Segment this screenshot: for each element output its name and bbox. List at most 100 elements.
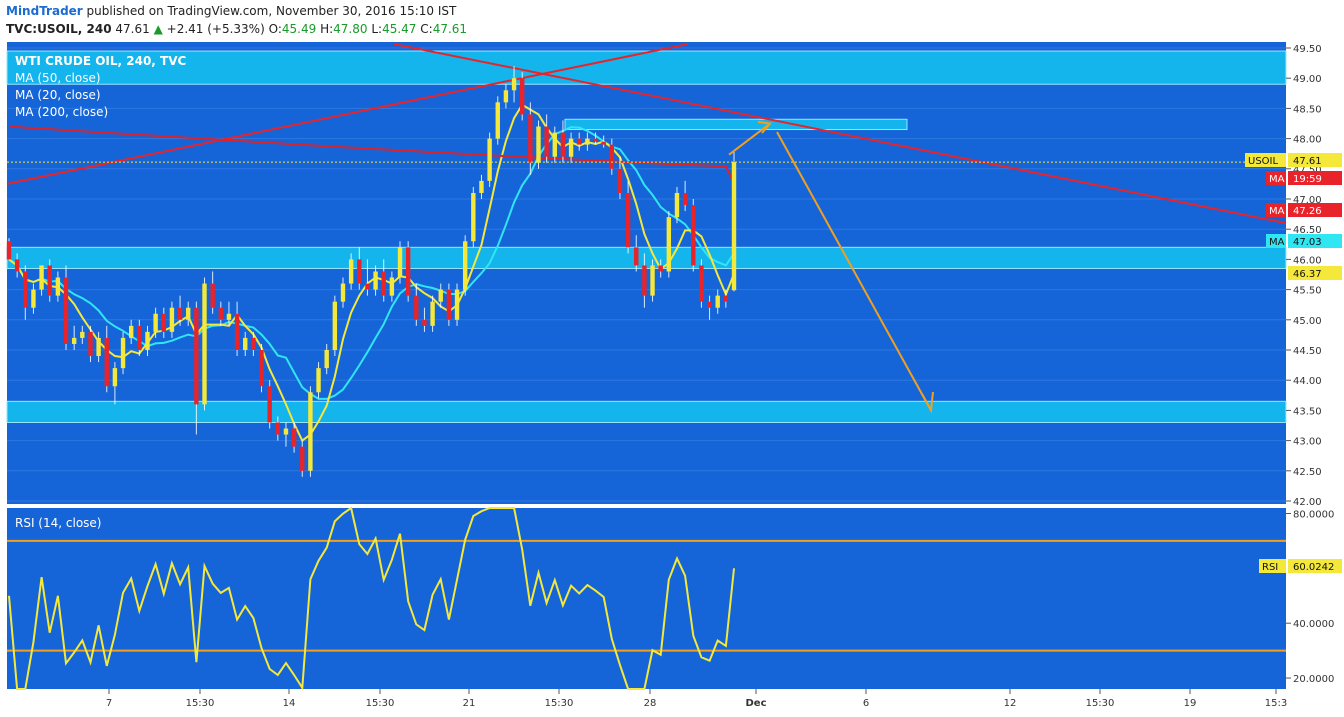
candle-bull [650, 265, 655, 296]
arrow-head [757, 121, 772, 134]
time-tick-label: 12 [1004, 698, 1017, 709]
candle-bull [332, 301, 338, 350]
candle-bear [291, 428, 297, 447]
legend: WTI CRUDE OIL, 240, TVC MA (50, close) M… [15, 54, 186, 530]
time-axis[interactable] [0, 689, 1344, 717]
candle-bear [47, 265, 52, 296]
time-tick-label: 15:30 [186, 698, 215, 709]
candle-bear [194, 307, 199, 405]
price-tick-label: 48.00 [1293, 135, 1322, 146]
projection-arrows [728, 121, 934, 414]
candle-bull [120, 337, 126, 369]
candle-bear [634, 247, 639, 266]
candle-bull [96, 337, 101, 357]
rsi-pane[interactable] [7, 508, 1286, 689]
low-value: 45.47 [382, 22, 417, 36]
sr-zone [6, 246, 1287, 269]
price-tick-label: 49.50 [1293, 44, 1322, 55]
countdown-badge: 19:59 [1293, 174, 1322, 185]
rsi-line [8, 506, 735, 691]
price-tick-label: 42.00 [1293, 497, 1322, 508]
time-tick-label: 21 [463, 698, 476, 709]
open-label: O: [268, 22, 282, 36]
candle-bull [373, 271, 378, 290]
candle-bear [6, 241, 12, 260]
time-tick-label: 6 [863, 698, 869, 709]
candle-bull [568, 138, 574, 157]
price-tick-label: 42.50 [1293, 467, 1322, 478]
candle-bear [251, 337, 256, 350]
high-label: H: [320, 22, 334, 36]
candle-bull [283, 428, 289, 435]
candle-bear [658, 265, 663, 272]
badge-label: MA [1269, 206, 1285, 217]
candle-bear [234, 313, 240, 350]
price-tick-label: 45.50 [1293, 286, 1322, 297]
candle-bear [560, 132, 566, 157]
price-tick-label: 44.50 [1293, 346, 1322, 357]
time-tick-label: 15:3 [1265, 698, 1287, 709]
axis-badges: USOIL 47.61 MA 19:59 MA 47.26 MA 47.03 46.37 RSI 6… [1245, 153, 1342, 573]
candle-bear [707, 301, 712, 308]
price-tick-label: 47.00 [1293, 195, 1322, 206]
high-value: 47.80 [333, 22, 368, 36]
legend-ma50[interactable]: MA (50, close) [15, 71, 101, 85]
candle-bull [552, 132, 557, 157]
candle-bear [63, 277, 69, 344]
badge-value-bg [1288, 559, 1342, 573]
rsi-tick-label: 20.0000 [1293, 674, 1334, 685]
candle-bear [601, 141, 606, 145]
candle-bear [528, 114, 533, 163]
candle-bull [31, 289, 36, 308]
candle-bear [357, 259, 362, 284]
candle-bull [324, 350, 329, 369]
legend-rsi[interactable]: RSI (14, close) [15, 516, 101, 530]
candle-bear [723, 295, 729, 302]
price-axis[interactable] [1286, 42, 1344, 689]
badge-value-bg [1288, 171, 1342, 185]
candle-bull [153, 313, 158, 332]
time-tick-label: 15:30 [1086, 698, 1115, 709]
last-price: 47.61 [115, 22, 150, 36]
resistance-box [564, 118, 908, 131]
candle-bull [674, 192, 680, 218]
badge-label-bg [1245, 153, 1286, 167]
ohlc-line: TVC:USOIL, 240 47.61 ▲ +2.41 (+5.33%) O:… [6, 22, 467, 36]
ma200-badge: 47.26 [1293, 206, 1322, 217]
candle-bull [39, 265, 44, 290]
time-tick-label: Dec [745, 698, 766, 709]
candle-bull [462, 241, 468, 290]
candle-bear [88, 331, 93, 357]
time-tick-label: 7 [106, 698, 112, 709]
legend-ma20[interactable]: MA (20, close) [15, 88, 101, 102]
price-tick-label: 43.50 [1293, 406, 1322, 417]
publish-line: MindTrader published on TradingView.com,… [6, 4, 456, 18]
author-link[interactable]: MindTrader [6, 4, 83, 18]
candle-bull [389, 277, 395, 296]
price-tick-label: 49.00 [1293, 74, 1322, 85]
candle-bull [316, 368, 321, 393]
candle-bull [438, 289, 443, 302]
candle-bear [161, 313, 166, 332]
badge-value-bg [1288, 266, 1342, 280]
candle-bear [414, 295, 419, 320]
candle-bull [731, 162, 737, 291]
candle-bear [617, 168, 623, 193]
time-tick-label: 14 [283, 698, 296, 709]
candle-bull [55, 277, 61, 296]
rising-trendline [6, 43, 689, 185]
candle-bear [275, 422, 281, 435]
candle-bear [520, 78, 525, 115]
candle-bear [405, 247, 411, 296]
time-tick-label: 15:30 [366, 698, 395, 709]
candle-bull [503, 90, 509, 103]
legend-ma200[interactable]: MA (200, close) [15, 105, 108, 119]
candle-bull [145, 331, 150, 350]
symbol-label[interactable]: TVC:USOIL, 240 [6, 22, 112, 36]
price-tick-label: 47.50 [1293, 165, 1322, 176]
badge-label-bg [1266, 203, 1286, 217]
candle-bear [699, 265, 704, 302]
price-axis-ticks: 49.50 49.00 48.50 48.00 47.50 47.00 46.50 46.00… [1286, 44, 1322, 508]
candle-bull [226, 313, 232, 320]
